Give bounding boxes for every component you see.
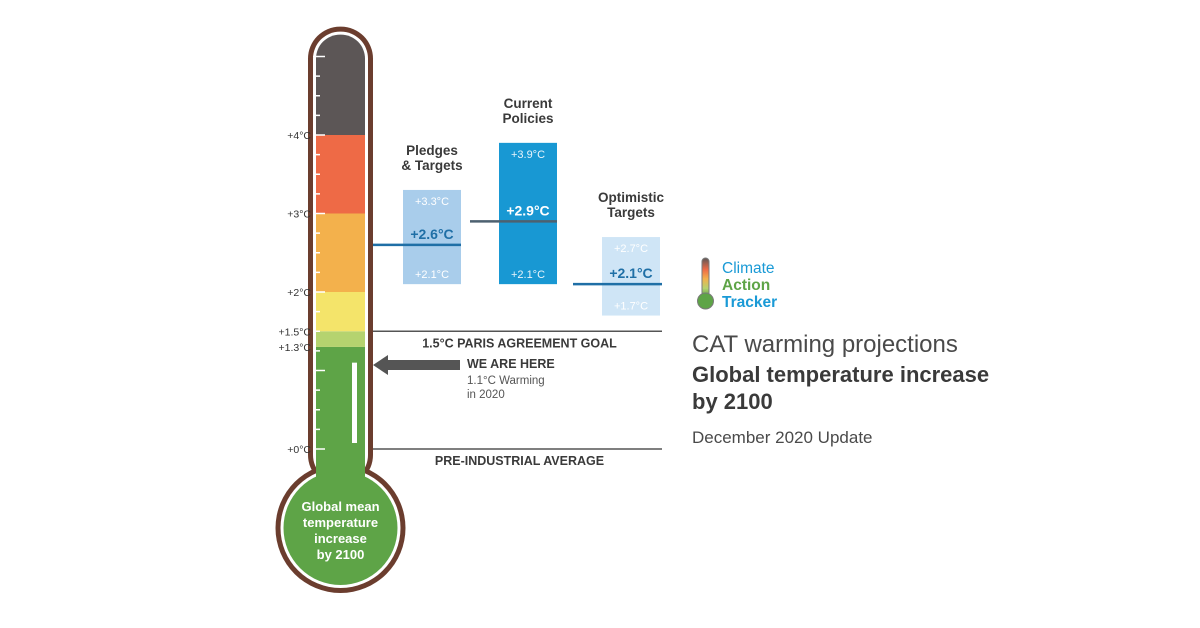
annotation-line: in 2020: [467, 389, 505, 401]
y-tick-label: +3°C: [287, 209, 311, 221]
bulb-label-line: temperature: [303, 515, 378, 530]
y-tick-label: +4°C: [287, 130, 311, 142]
bulb-label-line: Global mean: [301, 499, 379, 514]
category-label: Policies: [502, 111, 553, 126]
chart-title: Global temperature increase by 2100: [692, 362, 990, 414]
thermometer-bulb-fill: [283, 471, 398, 585]
temperature-band: [316, 34, 365, 135]
temperature-band: [316, 213, 365, 292]
temperature-band: [316, 292, 365, 332]
projection-bar: [499, 142, 557, 285]
temperature-band: [316, 346, 365, 489]
y-tick-label: +2°C: [287, 287, 311, 299]
thermometer-bands: [316, 34, 365, 489]
reference-line-label: PRE-INDUSTRIAL AVERAGE: [435, 454, 604, 468]
logo-word-action: Action: [722, 277, 771, 294]
category-label: Current: [504, 96, 553, 111]
temperature-band: [316, 331, 365, 347]
bar-low-label: +2.1°C: [415, 269, 449, 281]
annotation-title: WE ARE HERE: [467, 357, 555, 371]
projection-bar: [403, 189, 461, 285]
annotation-line: 1.1°C Warming: [467, 375, 545, 387]
category-label: Targets: [607, 205, 655, 220]
chart-subtitle: CAT warming projections: [692, 331, 958, 358]
bar-low-label: +2.1°C: [511, 269, 545, 281]
bar-value-label: +2.1°C: [609, 265, 652, 281]
bulb-label-line: increase: [314, 531, 367, 546]
y-tick-label: +1.3°C: [278, 342, 311, 354]
bar-high-label: +3.3°C: [415, 196, 449, 208]
bar-value-label: +2.6°C: [410, 226, 453, 242]
temperature-band: [316, 135, 365, 214]
logo-word-tracker: Tracker: [722, 294, 778, 311]
bulb-label-line: by 2100: [317, 547, 365, 562]
category-label: Pledges: [406, 143, 458, 158]
category-label: Optimistic: [598, 190, 665, 205]
bar-high-label: +3.9°C: [511, 149, 545, 161]
cat-logo-thermometer-icon: [697, 257, 714, 310]
cat-logo-text: Climate Action Tracker: [722, 260, 777, 311]
y-tick-label: +1.5°C: [278, 326, 311, 338]
logo-word-climate: Climate: [722, 260, 775, 277]
projection-bar: [602, 237, 660, 316]
y-tick-label: +0°C: [287, 444, 311, 456]
bar-high-label: +2.7°C: [614, 243, 648, 255]
bar-value-label: +2.9°C: [506, 202, 549, 218]
reference-line-label: 1.5°C PARIS AGREEMENT GOAL: [422, 336, 617, 350]
update-date: December 2020 Update: [692, 428, 873, 447]
category-label: & Targets: [401, 158, 462, 173]
current-level-bar: [352, 362, 357, 443]
we-are-here-arrow: [373, 355, 460, 375]
bar-low-label: +1.7°C: [614, 301, 648, 313]
